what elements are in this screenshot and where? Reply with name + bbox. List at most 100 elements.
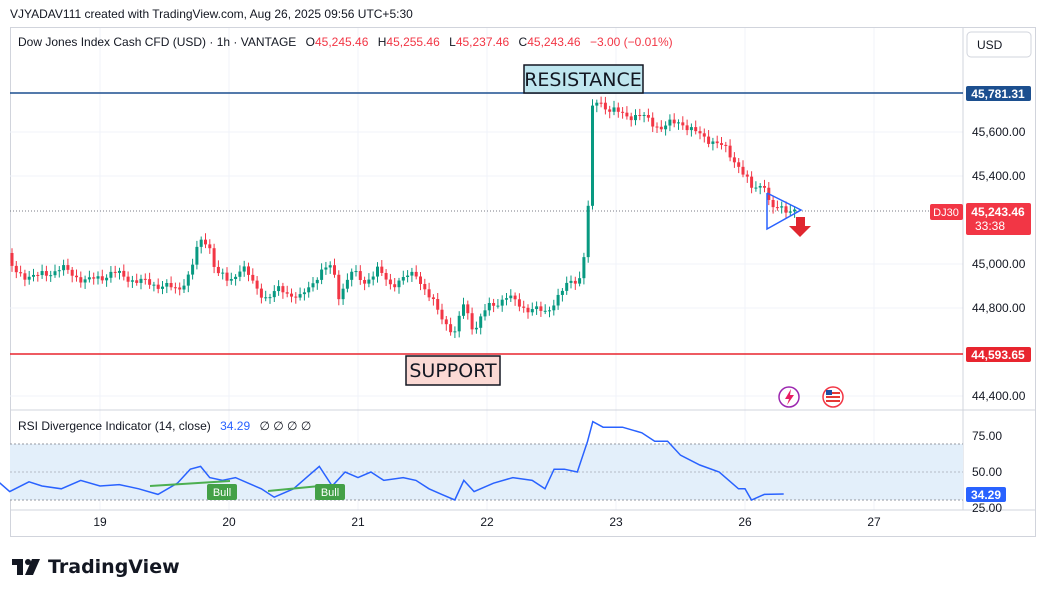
candle-body [496, 305, 500, 307]
candle-body [195, 246, 199, 265]
candle-body [367, 279, 371, 284]
bull-divergence-line [149, 480, 231, 487]
candle-body [354, 271, 358, 273]
x-tick-label: 19 [93, 515, 107, 529]
candle-body [178, 287, 182, 290]
rsi-value-tag-text: 34.29 [971, 488, 1001, 502]
candle-body [328, 265, 332, 268]
candle-body [668, 119, 672, 126]
candle-body [466, 304, 470, 314]
candle-body [238, 271, 242, 277]
candle-body [376, 266, 379, 277]
candle-body [793, 209, 797, 212]
candle-body [737, 162, 741, 167]
candle-body [259, 288, 263, 298]
candle-body [651, 117, 655, 127]
bull-label-text: Bull [321, 487, 339, 499]
news-flash-icon[interactable] [778, 386, 800, 408]
candle-body [36, 274, 40, 276]
last-price-tag: 45,243.46 33:38 [966, 203, 1031, 235]
y-tick-label: 44,400.00 [972, 389, 1026, 403]
candle-body [780, 206, 784, 208]
candle-body [612, 107, 616, 112]
candle-body [681, 122, 685, 126]
candle-body [290, 293, 293, 297]
candle-body [161, 286, 164, 289]
candle-body [397, 280, 401, 288]
candle-body [410, 271, 414, 276]
candle-body [492, 302, 496, 306]
candle-body [384, 272, 388, 280]
candle-body [298, 294, 302, 298]
x-tick-label: 22 [480, 515, 494, 529]
tradingview-logo[interactable]: TradingView [12, 556, 180, 578]
candle-body [27, 276, 31, 280]
candle-body [135, 280, 139, 283]
candle-body [126, 276, 130, 282]
candle-body [758, 185, 762, 188]
candle-body [672, 119, 676, 124]
x-tick-label: 26 [738, 515, 752, 529]
svg-text:45,243.46: 45,243.46 [971, 205, 1025, 219]
candle-body [255, 280, 259, 289]
candle-body [509, 295, 513, 299]
candle-body [638, 115, 642, 117]
candle-body [358, 271, 362, 280]
candle-body [152, 284, 156, 286]
candle-body [707, 136, 711, 144]
candle-body [457, 315, 461, 332]
candle-body [543, 310, 547, 312]
candle-body [19, 272, 23, 274]
candle-body [479, 316, 483, 328]
candle-body [621, 111, 625, 113]
tradingview-logo-text: TradingView [48, 556, 180, 578]
candle-body [500, 299, 504, 306]
rsi-pane: RSI Divergence Indicator (14, close) 34.… [0, 419, 1006, 515]
candle-body [23, 273, 27, 280]
candle-body [556, 294, 560, 306]
candle-body [487, 302, 491, 311]
x-tick-label: 21 [351, 515, 365, 529]
triangle-pattern[interactable] [766, 192, 803, 231]
candle-body [302, 292, 306, 295]
candle-body [505, 298, 508, 300]
x-tick-label: 27 [867, 515, 881, 529]
candle-body [599, 102, 603, 104]
candle-body [277, 286, 281, 292]
candle-body [229, 279, 233, 281]
candle-body [87, 277, 91, 280]
candle-body [204, 239, 207, 245]
candle-body [698, 131, 702, 134]
candle-body [659, 126, 663, 130]
svg-text:RESISTANCE: RESISTANCE [524, 69, 642, 91]
candle-body [234, 276, 238, 280]
candle-body [763, 185, 766, 188]
candle-body [608, 109, 612, 112]
candle-body [453, 331, 457, 333]
support-label[interactable]: SUPPORT [405, 355, 501, 386]
candle-body [75, 275, 78, 278]
candle-body [513, 295, 517, 300]
chart-canvas[interactable]: Dow Jones Index Cash CFD (USD) · 1h · VA… [0, 0, 1046, 545]
candle-body [741, 166, 745, 175]
svg-text:SUPPORT: SUPPORT [409, 360, 497, 382]
candle-body [548, 310, 551, 312]
candle-body [337, 274, 341, 300]
rsi-tick-label: 25.00 [972, 501, 1002, 515]
resistance-label[interactable]: RESISTANCE [523, 64, 644, 94]
rsi-line [0, 420, 784, 501]
countdown: 33:38 [975, 219, 1005, 233]
candle-body [634, 115, 637, 121]
candle-body [462, 304, 465, 316]
currency-button[interactable]: USD [966, 31, 1032, 58]
candle-body [436, 299, 440, 310]
candle-body [191, 264, 195, 275]
candle-body [393, 284, 397, 288]
candle-body [388, 279, 392, 285]
us-flag-icon[interactable] [822, 386, 844, 408]
candle-body [724, 144, 728, 146]
candle-body [573, 280, 577, 284]
candle-body [535, 306, 539, 310]
candle-body [470, 313, 474, 330]
svg-text:44,593.65: 44,593.65 [971, 348, 1025, 362]
